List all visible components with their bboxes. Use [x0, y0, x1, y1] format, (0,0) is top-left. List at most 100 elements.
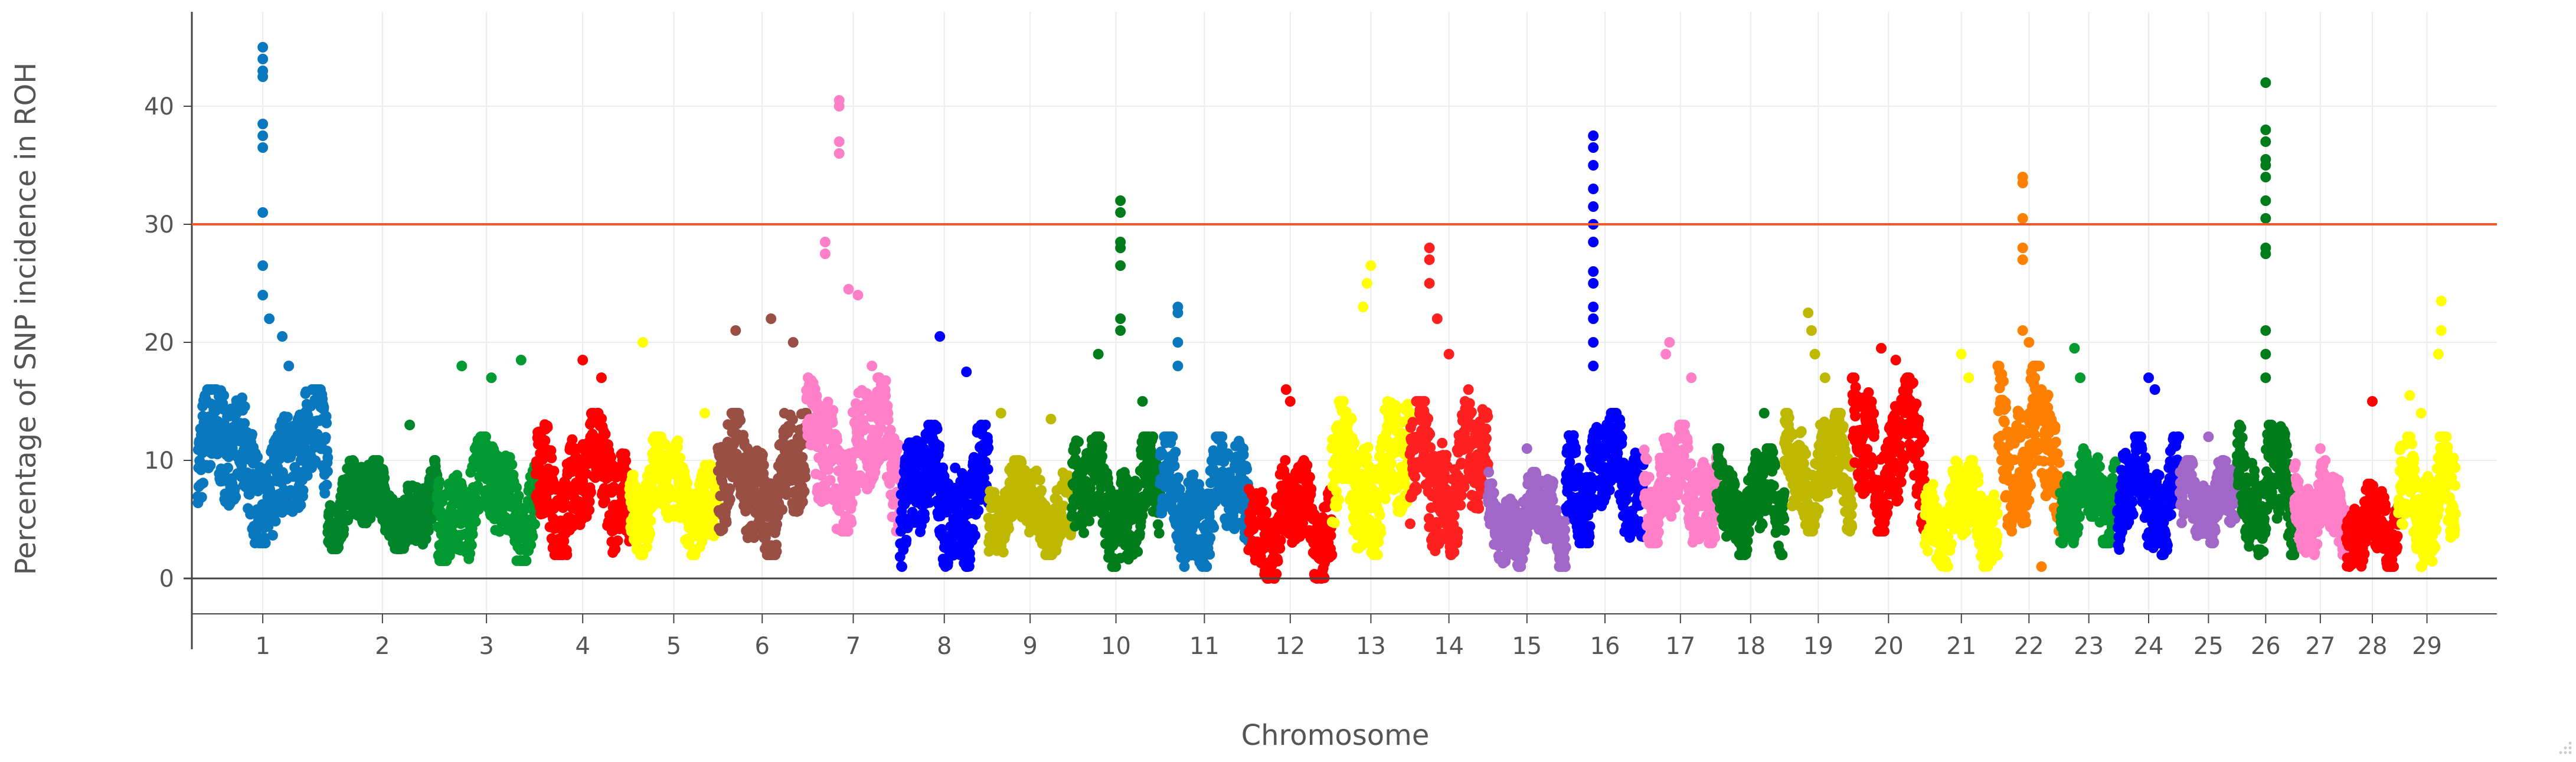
peak-point [1424, 254, 1435, 265]
snp-point [771, 546, 782, 557]
snp-point [1132, 546, 1143, 557]
snp-point [585, 486, 596, 498]
peak-point [819, 248, 831, 259]
snp-point [229, 483, 240, 494]
snp-point [322, 466, 333, 477]
snp-point [1208, 522, 1220, 533]
snp-point [205, 460, 216, 471]
snp-point [827, 417, 838, 428]
snp-point [1482, 411, 1493, 422]
snp-point [295, 499, 306, 511]
peak-point [1172, 308, 1184, 318]
chromosome-1-points [192, 42, 334, 548]
snp-point [1153, 528, 1165, 539]
snp-point [379, 473, 390, 483]
peak-point [218, 390, 230, 401]
snp-point [542, 422, 553, 433]
peak-point [1280, 384, 1292, 395]
snp-point [239, 401, 250, 412]
snp-point [612, 535, 623, 547]
snp-point [282, 411, 293, 423]
snp-point [472, 480, 483, 492]
peak-point [1115, 313, 1126, 324]
snp-point [1097, 451, 1108, 462]
peak-point [1463, 384, 1474, 395]
snp-point [934, 440, 945, 452]
peak-point [1093, 349, 1104, 359]
snp-point [1280, 455, 1291, 466]
snp-point [919, 513, 930, 524]
peak-point [699, 408, 710, 418]
peak-point [934, 331, 946, 342]
snp-point [1373, 537, 1384, 548]
snp-point [1449, 510, 1460, 521]
snp-point [557, 502, 568, 514]
peak-point [456, 361, 468, 371]
peak-point [577, 355, 589, 365]
snp-point [620, 455, 632, 466]
snp-point [1380, 493, 1391, 505]
snp-point [1188, 469, 1199, 480]
snp-point [880, 390, 891, 401]
chromosome-2-points [322, 420, 443, 554]
snp-point [546, 452, 557, 463]
snp-point [832, 434, 843, 446]
snp-point [1096, 440, 1107, 452]
snp-point [1275, 535, 1286, 546]
snp-point [982, 464, 993, 475]
snp-point [800, 472, 811, 483]
snp-point [1238, 449, 1249, 460]
snp-point [777, 504, 788, 515]
snp-point [1326, 549, 1338, 560]
peak-point [1115, 325, 1126, 336]
snp-point [682, 478, 693, 489]
snp-point [675, 452, 686, 463]
peak-point [515, 355, 527, 365]
snp-point [882, 414, 894, 426]
snp-point [434, 476, 445, 487]
snp-point [302, 470, 313, 481]
peak-point [257, 71, 269, 82]
snp-point [1481, 433, 1492, 444]
snp-point [321, 479, 332, 490]
snp-point [1329, 517, 1340, 528]
snp-point [527, 531, 538, 542]
snp-point [1349, 437, 1360, 449]
snp-point [467, 529, 478, 540]
snp-point [1333, 494, 1345, 505]
snp-point [1362, 441, 1374, 453]
snp-point [1405, 518, 1416, 529]
peak-point [257, 119, 269, 129]
snp-point [540, 435, 551, 446]
peak-point [257, 142, 269, 153]
snp-point [267, 529, 278, 541]
snp-point [897, 561, 907, 572]
data-points [192, 42, 2461, 584]
peak-point [833, 136, 845, 147]
snp-point [525, 539, 537, 551]
peak-point [257, 260, 269, 271]
snp-point [1302, 460, 1313, 471]
snp-point [973, 505, 984, 516]
peak-point [257, 130, 269, 141]
peak-point [1115, 260, 1126, 271]
snp-point [506, 459, 518, 470]
snp-point [721, 517, 732, 528]
peak-point [730, 325, 741, 336]
snp-point [270, 516, 281, 526]
snp-point [239, 418, 250, 429]
snp-point [1256, 487, 1267, 498]
peak-point [961, 367, 972, 377]
snp-point [1272, 555, 1283, 567]
snp-point [797, 496, 808, 508]
peak-point [596, 372, 607, 383]
snp-point [901, 535, 912, 545]
snp-point [735, 415, 746, 426]
snp-point [1473, 503, 1485, 514]
peak-point [257, 207, 269, 218]
snp-point [319, 488, 331, 499]
snp-point [1483, 467, 1495, 478]
snp-point [998, 547, 1009, 558]
snp-point [567, 434, 578, 445]
snp-point [318, 402, 329, 413]
